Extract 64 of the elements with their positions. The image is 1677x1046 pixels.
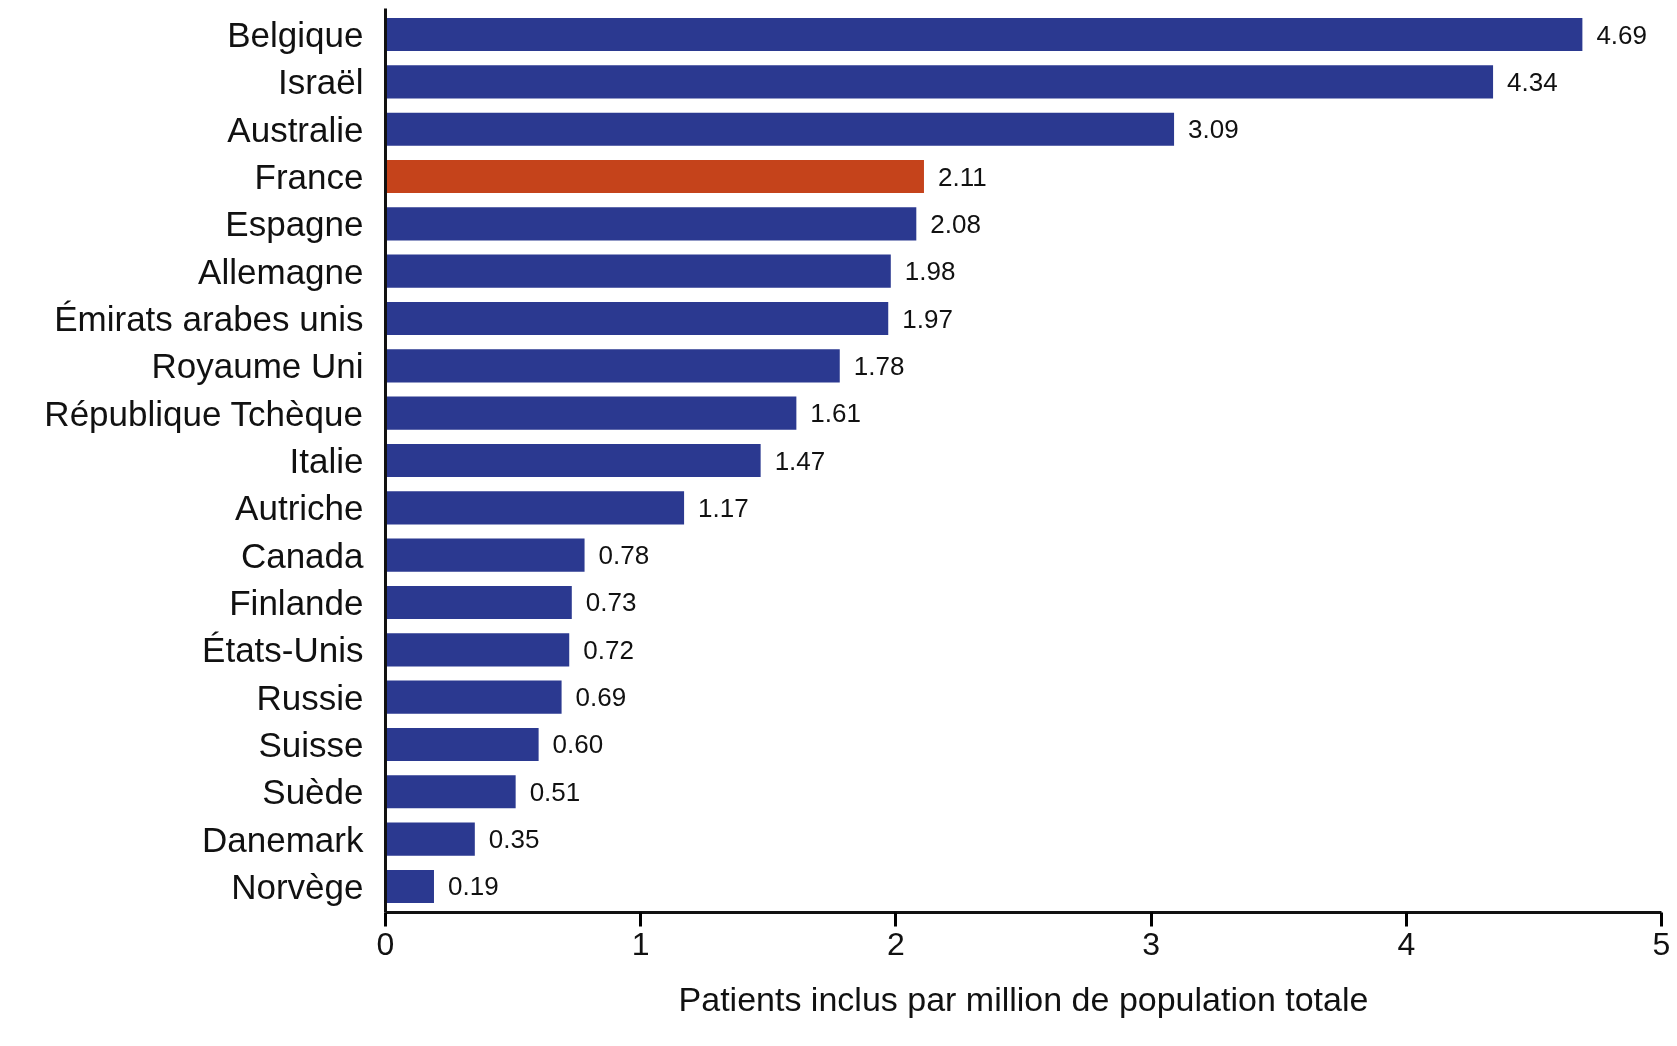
data-label: 1.47	[774, 445, 826, 476]
data-label: 1.98	[904, 256, 956, 287]
data-label: 0.35	[488, 824, 540, 855]
bar	[385, 727, 539, 762]
y-tick-label: République Tchèque	[44, 393, 363, 433]
x-tick-label: 0	[376, 925, 395, 962]
data-label: 0.78	[598, 540, 650, 571]
x-tick-label: 1	[631, 925, 650, 962]
y-tick-label: Belgique	[227, 15, 364, 55]
bar	[385, 301, 889, 336]
data-label: 3.09	[1188, 114, 1239, 145]
data-label: 1.17	[698, 492, 749, 523]
bar	[385, 822, 475, 856]
y-tick-label: Australie	[227, 109, 364, 149]
y-tick-label: Danemark	[202, 819, 364, 859]
y-tick-label: Suisse	[258, 724, 364, 764]
x-tick-label: 5	[1652, 925, 1671, 962]
data-label: 4.34	[1507, 66, 1558, 97]
bar	[385, 775, 516, 809]
data-label: 0.73	[585, 587, 637, 618]
data-label: 2.11	[937, 161, 987, 192]
y-tick-label: France	[254, 157, 364, 197]
data-label: 2.08	[930, 208, 981, 239]
y-tick-label: Royaume Uni	[151, 346, 364, 386]
data-label: 0.72	[583, 634, 634, 665]
y-tick-label: Canada	[240, 535, 365, 575]
y-tick-label: Israël	[277, 62, 364, 102]
y-tick-label: Allemagne	[198, 251, 364, 291]
data-label: 0.69	[575, 682, 627, 713]
x-tick-label: 3	[1142, 925, 1160, 962]
y-tick-label: Autriche	[235, 488, 364, 528]
data-label: 4.69	[1596, 19, 1647, 50]
bar	[385, 349, 840, 383]
x-tick-label: 2	[887, 925, 905, 962]
y-tick-label: Italie	[289, 441, 364, 480]
bar	[385, 254, 891, 288]
y-tick-label: Émirats arabes unis	[54, 299, 364, 339]
bar	[385, 207, 917, 241]
data-label: 1.78	[853, 350, 905, 381]
bar	[385, 112, 1175, 146]
y-tick-label: Russie	[256, 677, 364, 717]
bar	[385, 65, 1494, 99]
bar	[385, 538, 585, 572]
bar	[385, 585, 572, 620]
x-tick-label: 4	[1397, 925, 1416, 962]
y-tick-label: Suède	[262, 772, 364, 812]
bar	[385, 396, 797, 430]
y-tick-label: Finlande	[229, 582, 364, 622]
y-tick-label: Norvège	[231, 866, 364, 906]
bar	[385, 680, 562, 714]
data-label: 0.19	[447, 871, 499, 902]
bar	[385, 869, 434, 904]
data-label: 0.51	[529, 776, 581, 807]
bar	[385, 443, 761, 478]
bar	[385, 491, 685, 525]
bar	[385, 633, 570, 667]
bar	[385, 159, 924, 194]
data-label: 0.60	[552, 729, 604, 760]
data-label: 1.97	[902, 303, 953, 334]
x-axis-title: Patients inclus par million de population totale	[678, 979, 1369, 1018]
y-tick-label: Espagne	[225, 204, 364, 244]
bar	[385, 17, 1583, 52]
y-tick-label: États-Unis	[202, 630, 364, 670]
data-label: 1.61	[810, 398, 861, 429]
